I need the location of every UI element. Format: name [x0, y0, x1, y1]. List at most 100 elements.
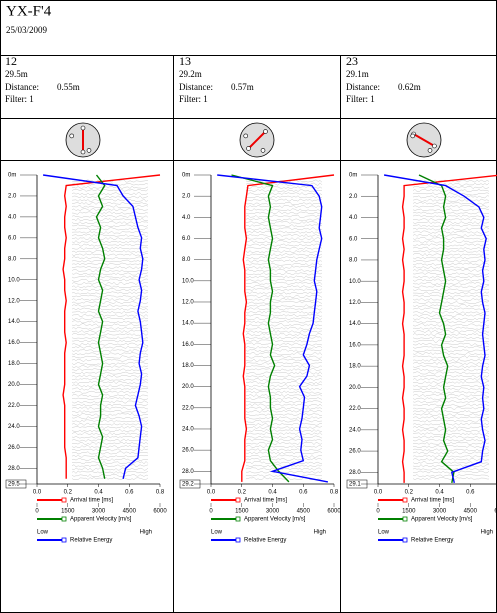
- y-tick-label: 22.0: [8, 403, 20, 409]
- energy-high: High: [314, 530, 326, 536]
- y-tick-label: 6.0: [182, 236, 191, 242]
- y-tick-label: 28.0: [182, 469, 194, 475]
- x2-tick-label: 1500: [61, 509, 75, 515]
- tube: [70, 134, 74, 138]
- panel-length: 29.5m: [5, 69, 28, 79]
- y-tick-label: 2.0: [349, 194, 358, 200]
- y-tick-label: 29.1: [349, 482, 361, 488]
- report-date: 25/03/2009: [6, 25, 48, 35]
- legend-label: Apparent Velocity [m/s]: [244, 517, 306, 523]
- x-tick-label: 0.0: [33, 490, 42, 496]
- filter: Filter: 1: [179, 94, 208, 104]
- panel-title: 12: [5, 54, 17, 68]
- legend-label: Arrival time [ms]: [411, 498, 454, 504]
- y-tick-label: 4.0: [8, 214, 17, 220]
- y-tick-label: 14.0: [349, 321, 361, 327]
- y-tick-label: 18.0: [8, 361, 20, 367]
- legend-marker: [403, 498, 407, 502]
- distance-value: 0.57m: [231, 82, 254, 92]
- legend-label: Relative Energy: [244, 538, 286, 544]
- y-tick-label: 18.0: [349, 364, 361, 370]
- legend-marker: [236, 498, 240, 502]
- filter: Filter: 1: [5, 94, 34, 104]
- y-tick-label: 26.0: [349, 449, 361, 455]
- y-tick-label: 8.0: [182, 257, 191, 263]
- legend-label: Apparent Velocity [m/s]: [411, 517, 473, 523]
- y-tick-label: 12.0: [349, 300, 361, 306]
- legend-marker: [62, 538, 66, 542]
- x-tick-label: 0.0: [374, 490, 383, 496]
- energy-low: Low: [211, 530, 223, 536]
- legend-marker: [403, 538, 407, 542]
- legend-label: Relative Energy: [411, 538, 453, 544]
- y-tick-label: 29.5: [8, 482, 20, 488]
- y-tick-label: 16.0: [182, 342, 194, 348]
- x2-tick-label: 4500: [297, 509, 311, 515]
- y-tick-label: 2.0: [8, 194, 17, 200]
- y-tick-label: 4.0: [182, 215, 191, 221]
- y-tick-label: 28.0: [8, 466, 20, 472]
- y-tick-label: 8.0: [349, 258, 358, 264]
- distance-label: Distance:: [5, 82, 39, 92]
- energy-high: High: [140, 530, 152, 536]
- energy-high: High: [481, 530, 493, 536]
- tube: [244, 134, 248, 138]
- x2-tick-label: 4500: [464, 509, 478, 515]
- y-tick-label: 12.0: [182, 300, 194, 306]
- legend-label: Apparent Velocity [m/s]: [70, 517, 132, 523]
- x-tick-label: 0.2: [238, 490, 247, 496]
- y-tick-label: 26.0: [8, 445, 20, 451]
- page: {"header": {"title": "YX-F'4", "date": "…: [0, 0, 497, 613]
- y-tick-label: 20.0: [182, 384, 194, 390]
- y-tick-label: 4.0: [349, 215, 358, 221]
- y-tick-label: 10.0: [349, 279, 361, 285]
- x-tick-label: 0.8: [156, 490, 165, 496]
- energy-low: Low: [378, 530, 390, 536]
- y-tick-label: 0m: [182, 173, 190, 179]
- tube: [247, 146, 251, 150]
- y-tick-label: 16.0: [8, 340, 20, 346]
- tube: [411, 134, 415, 138]
- y-tick-label: 0m: [8, 173, 16, 179]
- x2-tick-label: 6000: [153, 509, 167, 515]
- legend-marker: [236, 538, 240, 542]
- y-tick-label: 22.0: [349, 406, 361, 412]
- x-tick-label: 0.4: [94, 490, 103, 496]
- tube: [432, 144, 436, 148]
- x-tick-label: 0.6: [299, 490, 308, 496]
- y-tick-label: 20.0: [8, 382, 20, 388]
- x-tick-label: 0.2: [405, 490, 414, 496]
- legend-marker: [62, 498, 66, 502]
- legend-label: Arrival time [ms]: [244, 498, 287, 504]
- x-tick-label: 0.6: [125, 490, 134, 496]
- legend-label: Relative Energy: [70, 538, 112, 544]
- panel-length: 29.2m: [179, 69, 202, 79]
- report-title: YX-F'4: [6, 3, 52, 19]
- y-tick-label: 29.2: [182, 482, 194, 488]
- x2-tick-label: 1500: [235, 509, 249, 515]
- x-tick-label: 0.4: [435, 490, 444, 496]
- y-tick-label: 24.0: [182, 427, 194, 433]
- y-tick-label: 0m: [349, 173, 357, 179]
- y-tick-label: 14.0: [8, 319, 20, 325]
- y-tick-label: 24.0: [8, 424, 20, 430]
- y-tick-label: 24.0: [349, 427, 361, 433]
- distance-value: 0.55m: [57, 82, 80, 92]
- filter: Filter: 1: [346, 94, 375, 104]
- x-tick-label: 0.2: [64, 490, 73, 496]
- legend-marker: [62, 517, 66, 521]
- y-tick-label: 18.0: [182, 363, 194, 369]
- y-tick-label: 10.0: [182, 278, 194, 284]
- report: YX-F'4 25/03/2009 1229.5m Distance: 0.55m F…: [0, 0, 497, 613]
- tube: [87, 148, 91, 152]
- x-tick-label: 0.6: [466, 490, 475, 496]
- y-tick-label: 2.0: [182, 194, 191, 200]
- x2-tick-label: 3000: [433, 509, 447, 515]
- panel-length: 29.1m: [346, 69, 369, 79]
- tube: [261, 148, 265, 152]
- distance-label: Distance:: [179, 82, 213, 92]
- tube: [81, 150, 85, 154]
- distance-label: Distance:: [346, 82, 380, 92]
- y-tick-label: 26.0: [182, 448, 194, 454]
- y-tick-label: 20.0: [349, 385, 361, 391]
